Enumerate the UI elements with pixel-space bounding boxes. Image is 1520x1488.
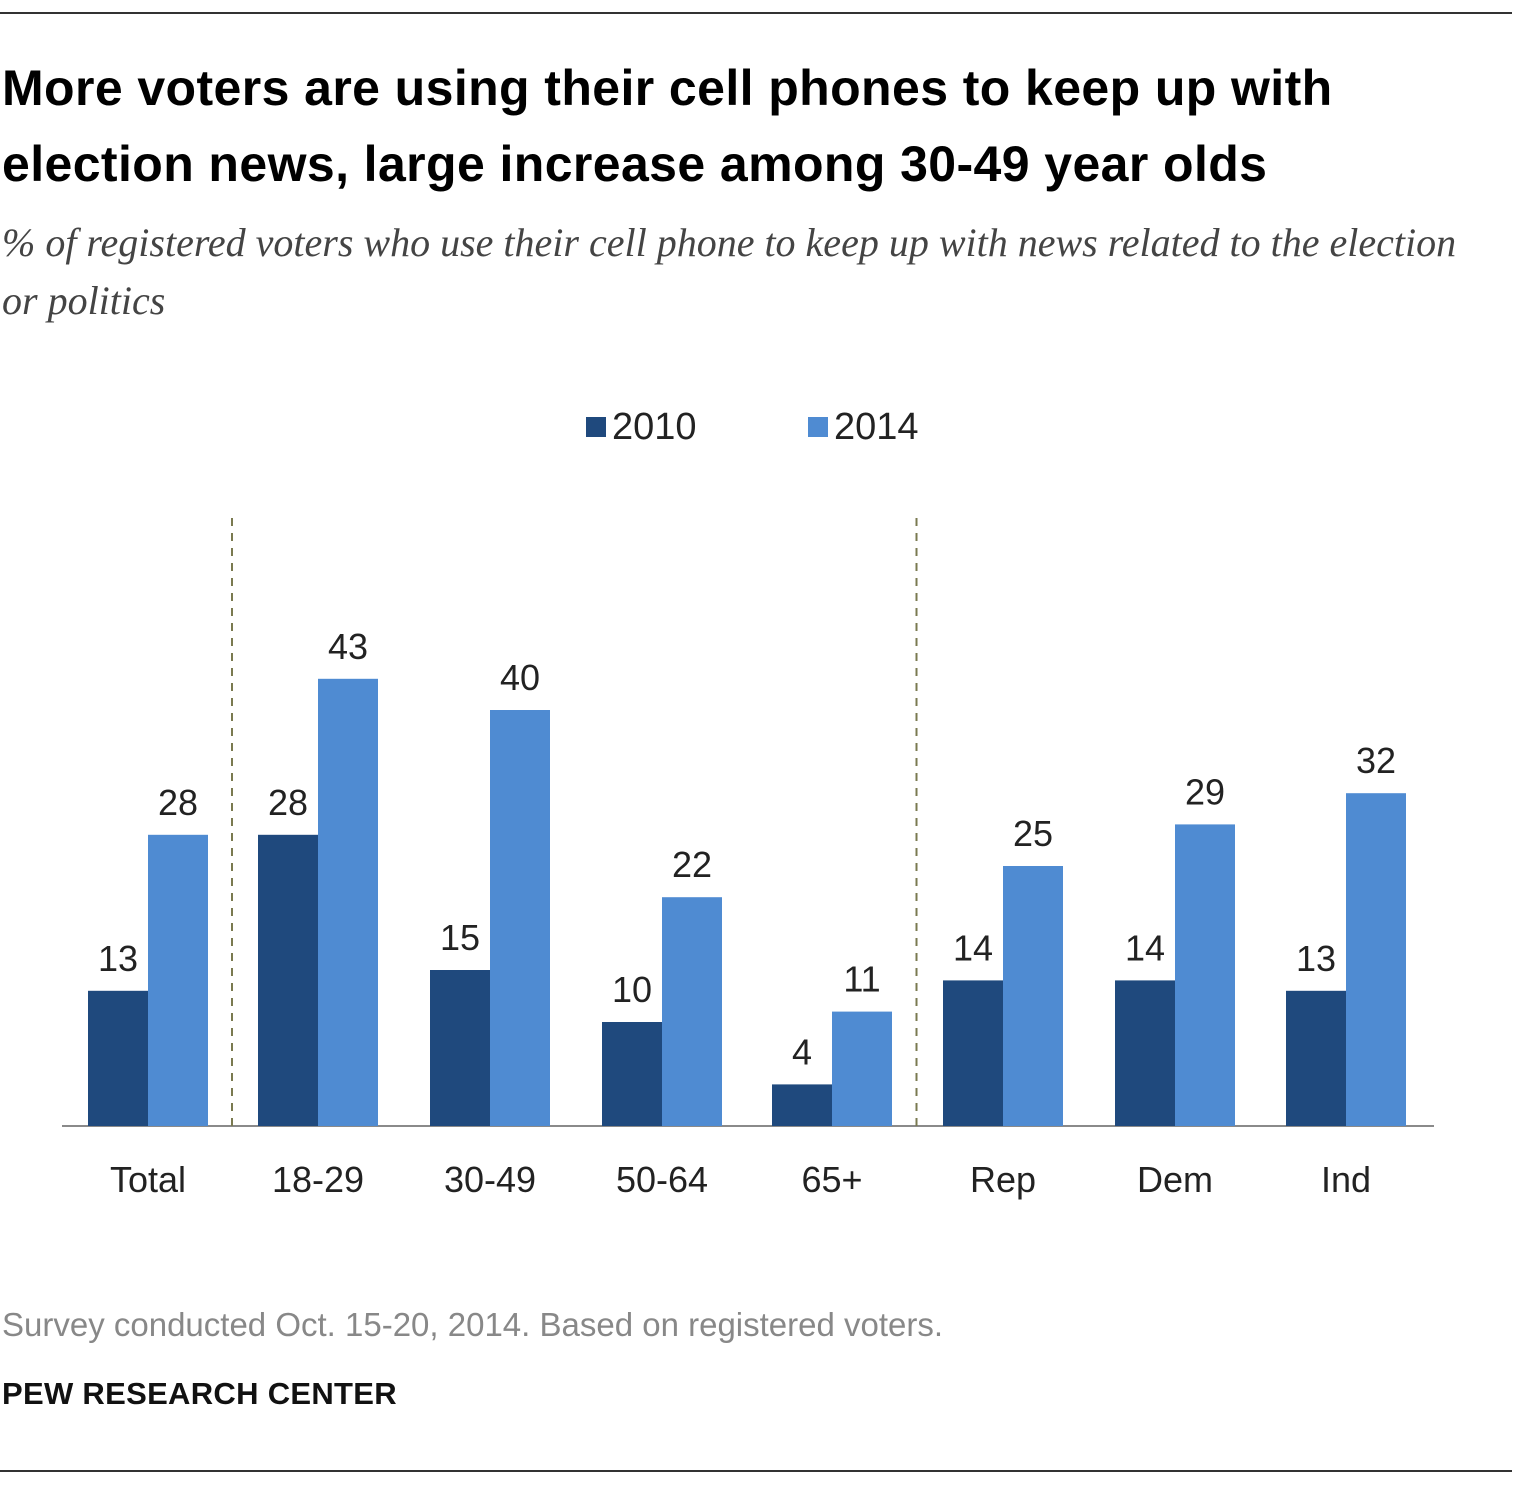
chart-title: More voters are using their cell phones … <box>2 60 1333 192</box>
legend: 2010 2014 <box>0 402 1520 452</box>
data-label-2014-Dem: 29 <box>1185 771 1225 812</box>
bar-2014-Dem <box>1175 824 1235 1126</box>
data-label-2014-Rep: 25 <box>1013 813 1053 854</box>
bar-2014-Rep <box>1003 866 1063 1126</box>
data-label-2010-50-64: 10 <box>612 969 652 1010</box>
tick-label-65+: 65+ <box>801 1159 862 1200</box>
bar-2014-30-49 <box>490 710 550 1126</box>
data-label-2010-18-29: 28 <box>268 782 308 823</box>
tick-label-18-29: 18-29 <box>272 1159 364 1200</box>
bar-2014-Ind <box>1346 793 1406 1126</box>
legend-item-2010: 2010 <box>586 402 697 452</box>
bar-2010-18-29 <box>258 834 318 1126</box>
legend-item-2014: 2014 <box>808 402 919 452</box>
data-label-2014-18-29: 43 <box>328 626 368 667</box>
bar-2010-50-64 <box>602 1022 662 1126</box>
data-label-2014-Ind: 32 <box>1356 740 1396 781</box>
data-label-2014-Total: 28 <box>158 782 198 823</box>
data-label-2014-65+: 11 <box>843 959 880 1000</box>
data-label-2010-Ind: 13 <box>1296 938 1336 979</box>
data-label-2014-50-64: 22 <box>672 844 712 885</box>
tick-label-Ind: Ind <box>1321 1159 1371 1200</box>
data-label-2010-Rep: 14 <box>953 927 993 968</box>
legend-swatch-2014 <box>808 417 828 437</box>
bar-2010-Ind <box>1286 990 1346 1126</box>
bar-2014-Total <box>148 834 208 1126</box>
bar-2010-30-49 <box>430 970 490 1126</box>
bar-2010-Total <box>88 990 148 1126</box>
bar-2014-65+ <box>832 1011 892 1126</box>
legend-swatch-2010 <box>586 417 606 437</box>
bar-2014-18-29 <box>318 678 378 1126</box>
data-label-2010-30-49: 15 <box>440 917 480 958</box>
bar-2014-50-64 <box>662 897 722 1126</box>
top-rule <box>0 12 1512 14</box>
legend-label-2014: 2014 <box>834 405 919 448</box>
bar-2010-Dem <box>1115 980 1175 1126</box>
data-label-2014-30-49: 40 <box>500 657 540 698</box>
bottom-rule <box>0 1470 1512 1472</box>
tick-label-Dem: Dem <box>1137 1159 1213 1200</box>
tick-label-Total: Total <box>110 1159 186 1200</box>
data-label-2010-65+: 4 <box>792 1031 812 1072</box>
data-label-2010-Total: 13 <box>98 938 138 979</box>
chart-subtitle: % of registered voters who use their cel… <box>2 220 1457 323</box>
tick-label-Rep: Rep <box>970 1159 1036 1200</box>
bar-2010-65+ <box>772 1084 832 1126</box>
tick-label-50-64: 50-64 <box>616 1159 708 1200</box>
tick-label-30-49: 30-49 <box>444 1159 536 1200</box>
legend-label-2010: 2010 <box>612 405 697 448</box>
bar-2010-Rep <box>943 980 1003 1126</box>
source-label: PEW RESEARCH CENTER <box>2 1376 397 1411</box>
survey-note: Survey conducted Oct. 15-20, 2014. Based… <box>2 1306 944 1343</box>
bar-chart: 13 28 Total 28 43 18-29 15 40 30-49 10 22 50-64 4 11 6… <box>62 518 1434 1200</box>
data-label-2010-Dem: 14 <box>1125 927 1165 968</box>
